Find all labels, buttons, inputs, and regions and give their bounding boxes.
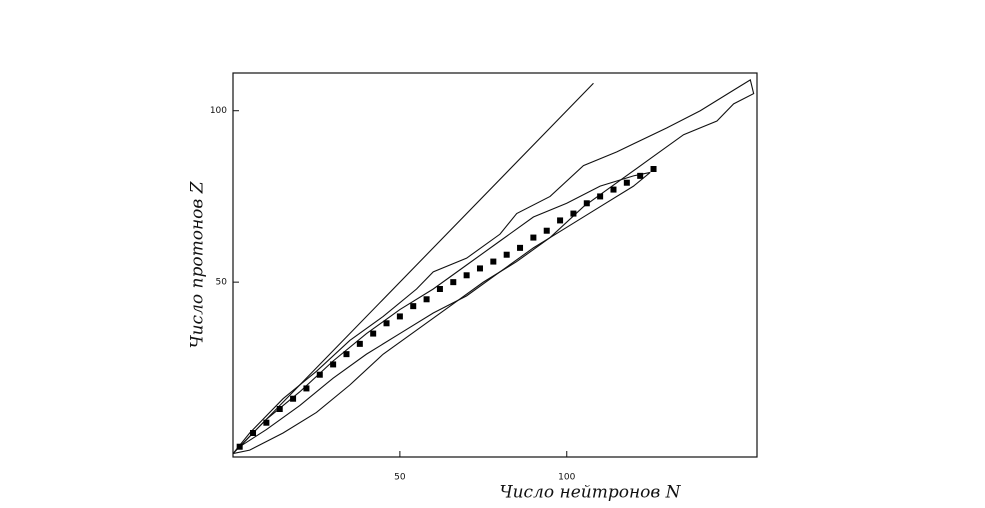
contour-line bbox=[232, 78, 755, 455]
stable-nuclide bbox=[316, 371, 323, 378]
stable-nuclide bbox=[263, 419, 270, 426]
stable-nuclide bbox=[637, 172, 644, 179]
stable-nuclide bbox=[370, 330, 377, 337]
stable-nuclide bbox=[650, 166, 657, 172]
stable-nuclide bbox=[396, 313, 403, 320]
stable-nuclide bbox=[557, 217, 564, 224]
stable-nuclide bbox=[597, 193, 604, 200]
x-axis-label: Число нейтронов N bbox=[499, 483, 681, 503]
stable-nuclide bbox=[583, 200, 590, 207]
stable-nuclide bbox=[436, 286, 443, 292]
stable-nuclide bbox=[330, 361, 337, 368]
stable-nuclide bbox=[517, 244, 524, 251]
stable-nuclide bbox=[623, 179, 630, 186]
y-axis-label: Число протонов Z bbox=[188, 180, 208, 348]
stable-nuclide bbox=[610, 186, 617, 193]
stable-nuclide bbox=[250, 430, 257, 436]
contour-line bbox=[232, 82, 594, 454]
stable-nuclide bbox=[476, 265, 483, 272]
stable-nuclide bbox=[276, 406, 283, 412]
stable-nuclide bbox=[503, 251, 510, 258]
contour-line bbox=[239, 171, 651, 448]
stable-nuclide bbox=[490, 258, 497, 265]
stable-nuclide bbox=[463, 272, 470, 279]
stable-nuclide bbox=[450, 279, 457, 286]
stable-nuclide bbox=[356, 340, 363, 347]
stable-nuclide bbox=[570, 210, 577, 217]
x-tick-label: 100 bbox=[558, 473, 575, 483]
stable-nuclide bbox=[410, 303, 417, 310]
stable-nuclide bbox=[290, 395, 297, 402]
y-tick-label: 100 bbox=[210, 106, 227, 116]
plot-frame bbox=[232, 72, 758, 458]
stable-nuclide bbox=[343, 351, 350, 358]
stable-nuclide bbox=[236, 443, 243, 450]
stable-nuclide bbox=[543, 227, 550, 234]
y-tick-label: 50 bbox=[216, 278, 228, 288]
stable-nuclide bbox=[423, 296, 430, 303]
stable-nuclide bbox=[383, 320, 390, 327]
stable-nuclide bbox=[530, 234, 537, 241]
x-tick-label: 50 bbox=[394, 473, 406, 483]
stable-nuclide bbox=[303, 385, 310, 392]
